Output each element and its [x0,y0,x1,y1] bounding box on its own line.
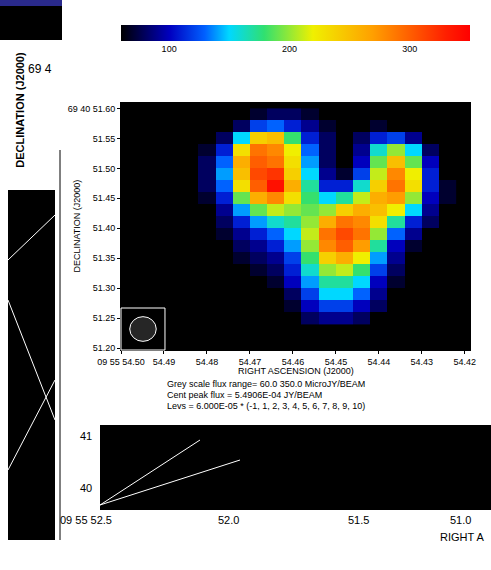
svg-text:51.25: 51.25 [93,313,116,323]
svg-text:54.46: 54.46 [282,357,305,367]
html-text:52.0: 52.0 [218,514,240,526]
svg-text:300: 300 [402,44,417,54]
svg-text:54.48: 54.48 [196,357,219,367]
html-text:40: 40 [80,482,93,494]
svg-text:54.49: 54.49 [153,357,176,367]
svg-text:54.42: 54.42 [454,357,477,367]
svg-text:69 40 51.60: 69 40 51.60 [68,104,116,114]
svg-text:54.45: 54.45 [325,357,348,367]
svg-text:51.35: 51.35 [93,253,116,263]
svg-text:100: 100 [162,44,177,54]
svg-text:51.30: 51.30 [93,283,116,293]
html-text:41: 41 [80,430,93,442]
svg-text:54.44: 54.44 [368,357,391,367]
svg-text:DECLINATION (J2000): DECLINATION (J2000) [72,180,82,273]
svg-text:51.20: 51.20 [93,343,116,353]
html-text:51.5: 51.5 [348,514,370,526]
svg-text:51.55: 51.55 [93,134,116,144]
svg-text:51.40: 51.40 [93,223,116,233]
svg-text:51.45: 51.45 [93,193,116,203]
html-text:51.0: 51.0 [450,514,472,526]
svg-text:51.50: 51.50 [93,164,116,174]
svg-text:54.47: 54.47 [239,357,262,367]
svg-text:Cent peak flux = 5.4906E-04 JY: Cent peak flux = 5.4906E-04 JY/BEAM [167,390,322,400]
svg-text:RIGHT ASCENSION (J2000): RIGHT ASCENSION (J2000) [238,366,354,376]
svg-text:09 55 54.50: 09 55 54.50 [97,357,145,367]
html-text:69 4: 69 4 [28,62,52,76]
svg-text:Grey scale flux range= 60.0 35: Grey scale flux range= 60.0 350.0 MicroJ… [167,379,365,389]
html-text:09 55 52.5: 09 55 52.5 [60,514,112,526]
html-text:RIGHT A: RIGHT A [440,531,484,543]
html-text:DECLINATION (J2000): DECLINATION (J2000) [14,52,26,168]
svg-text:54.43: 54.43 [411,357,434,367]
svg-text:Levs = 6.000E-05 * (-1, 1, 2,: Levs = 6.000E-05 * (-1, 1, 2, 3, 4, 5, 6… [167,401,365,411]
svg-text:200: 200 [282,44,297,54]
